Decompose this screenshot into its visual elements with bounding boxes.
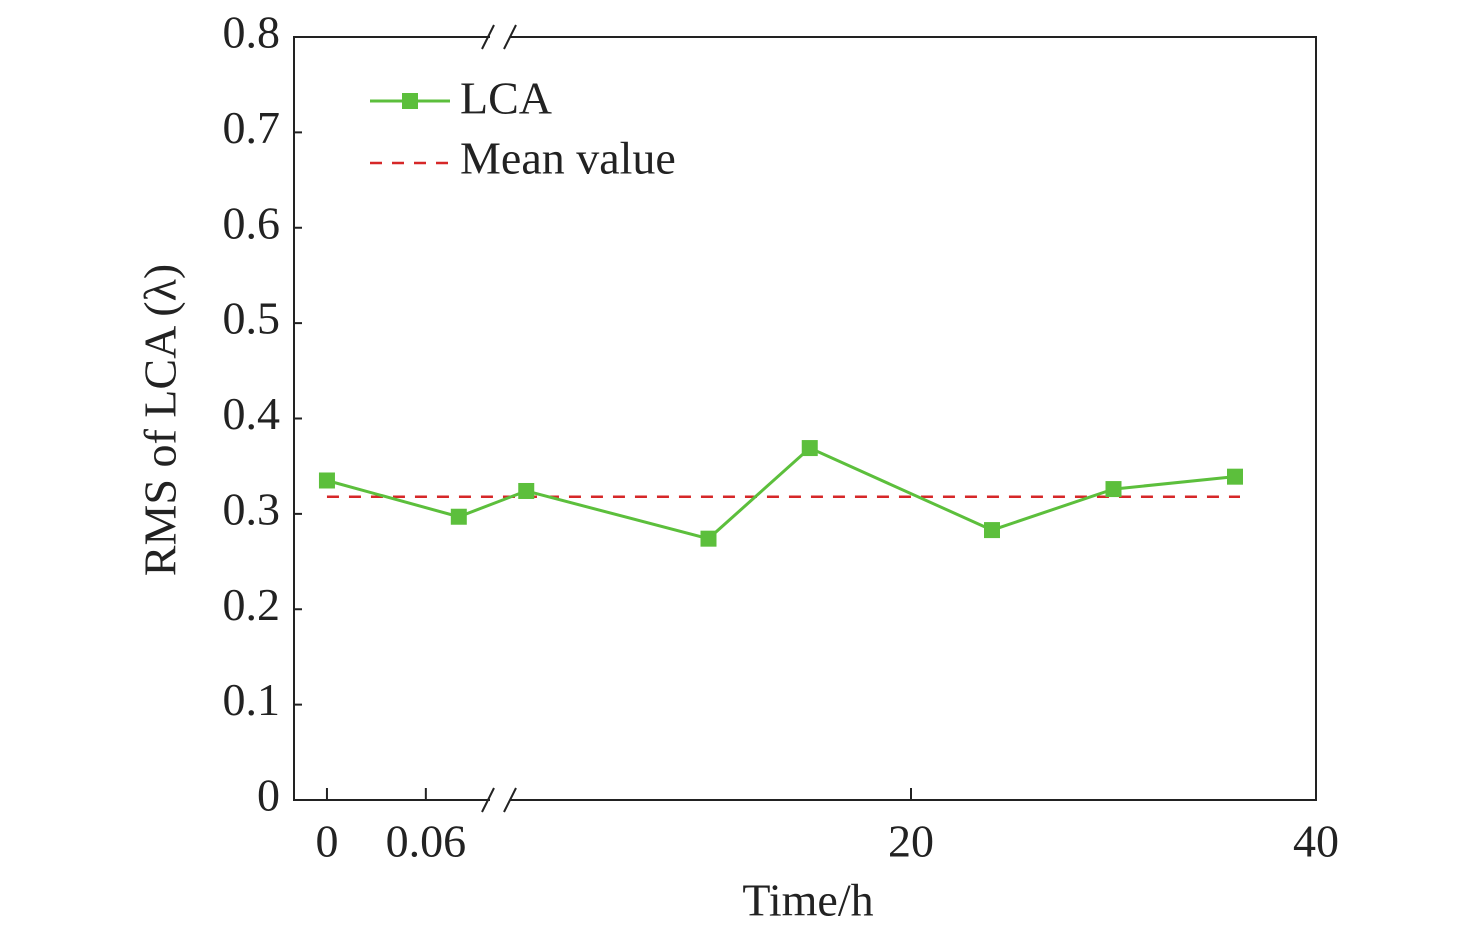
point [700,530,717,547]
y-tick-label: 0 [257,770,280,821]
axis-break [481,24,517,50]
point [518,482,535,499]
y-tick-label: 0.7 [223,102,281,153]
point [984,522,1000,539]
legend-marker [402,93,418,109]
y-tick-label: 0.8 [223,7,281,58]
point [1105,481,1122,498]
y-tick-label: 0.1 [223,674,281,725]
point [801,440,818,457]
point [1227,468,1243,485]
x-tick-label: 20 [888,816,934,867]
series-line [326,446,1236,541]
y-tick-label: 0.5 [223,293,281,344]
legend-label: LCA [460,73,552,124]
axis-frame [293,36,1317,801]
point [450,508,467,525]
y-axis-label: RMS of LCA (λ) [135,264,186,576]
point [318,472,335,489]
y-tick-label: 0.6 [223,197,281,248]
y-tick-label: 0.4 [223,388,281,439]
x-tick-label: 0.06 [386,816,467,867]
axis-break [481,787,517,813]
x-tick-label: 40 [1293,816,1339,867]
legend-label: Mean value [460,133,676,184]
y-tick-label: 0.2 [223,579,281,630]
x-tick-label: 0 [315,816,338,867]
y-tick-label: 0.3 [223,483,281,534]
x-axis-label: Time/h [742,875,873,926]
